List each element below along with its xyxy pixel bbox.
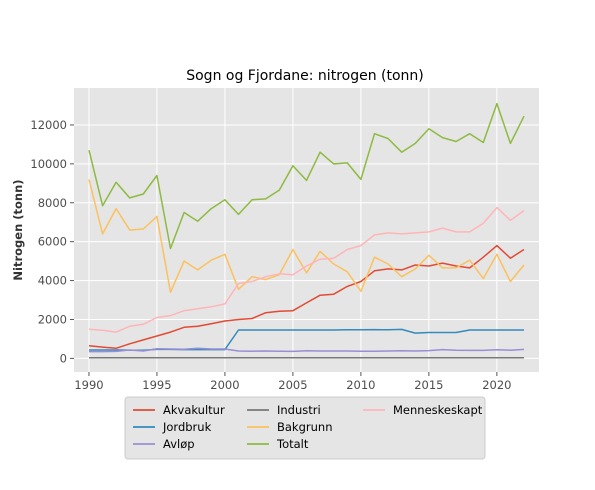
y-tick-label: 10000 (30, 157, 67, 171)
legend-label-menneskeskapt: Menneskeskapt (393, 403, 483, 417)
y-axis-label: Nitrogen (tonn) (11, 179, 25, 280)
y-tick-label: 4000 (38, 274, 67, 288)
legend-label-jordbruk: Jordbruk (162, 420, 212, 434)
y-tick-label: 0 (60, 351, 67, 365)
x-axis: 1990 1995 2000 2005 2010 2015 2020 (74, 372, 511, 392)
legend-label-industri: Industri (277, 403, 321, 417)
legend-label-bakgrunn: Bakgrunn (277, 420, 333, 434)
x-tick-label: 2000 (210, 378, 239, 392)
series-line-totalt (88, 102, 525, 250)
plot-area (74, 88, 539, 372)
x-tick-label: 2020 (482, 378, 511, 392)
series-line-bakgrunn (88, 179, 525, 293)
y-tick-label: 6000 (38, 235, 67, 249)
series-layer (88, 102, 525, 359)
y-tick-label: 2000 (38, 312, 67, 326)
y-tick-label: 12000 (30, 118, 67, 132)
y-axis: 0 2000 4000 6000 8000 10000 12000 (30, 118, 74, 365)
x-tick-label: 2005 (278, 378, 307, 392)
grid (74, 88, 539, 372)
x-tick-label: 2010 (346, 378, 375, 392)
legend-label-avlop: Avløp (163, 437, 195, 451)
x-tick-label: 1990 (74, 378, 103, 392)
y-tick-label: 8000 (38, 196, 67, 210)
chart-title: Sogn og Fjordane: nitrogen (tonn) (186, 68, 424, 84)
x-tick-label: 1995 (142, 378, 171, 392)
series-line-akvakultur (88, 244, 525, 350)
legend-label-totalt: Totalt (276, 437, 309, 451)
x-tick-label: 2015 (414, 378, 443, 392)
legend-box (124, 396, 486, 460)
legend-label-akvakultur: Akvakultur (163, 403, 225, 417)
series-line-menneskeskapt (88, 206, 525, 333)
legend: Akvakultur Jordbruk Avløp Industri Bakgrunn T… (124, 396, 486, 460)
series-line-avlop (89, 347, 525, 353)
